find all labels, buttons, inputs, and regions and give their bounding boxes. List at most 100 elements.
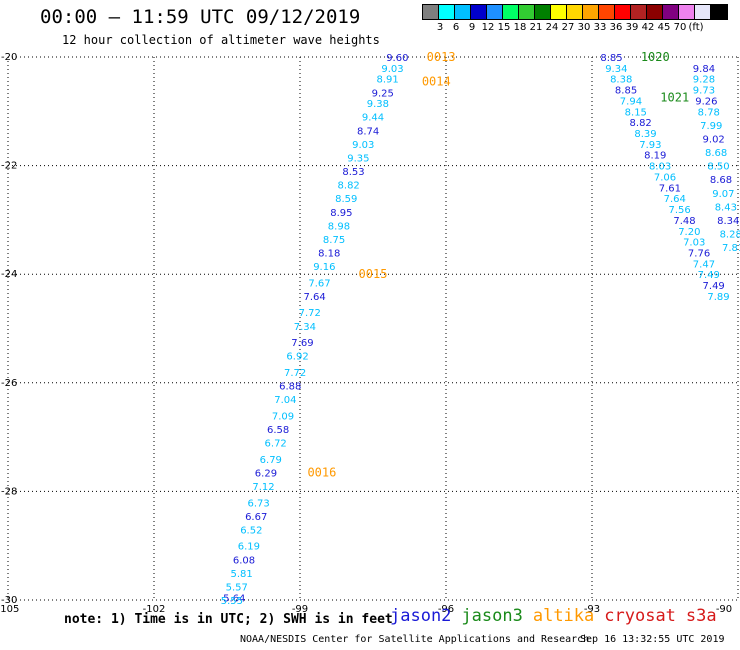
colorbar-swatch — [519, 5, 535, 19]
data-point-label: 9.35 — [347, 153, 369, 164]
colorbar-swatch — [471, 5, 487, 19]
data-point-label: 5.57 — [226, 582, 248, 593]
y-tick-label: -22 — [1, 161, 17, 172]
colorbar-swatch — [503, 5, 519, 19]
time-label: 0015 — [359, 267, 388, 281]
colorbar-swatch — [487, 5, 503, 19]
data-point-label: 5.55 — [221, 596, 243, 607]
data-point-label: 8.03 — [649, 162, 671, 173]
x-tick-label: -90 — [716, 604, 732, 615]
data-point-label: 7.06 — [654, 172, 676, 183]
data-point-label: 9.84 — [693, 64, 715, 75]
data-point-label: 6.79 — [260, 455, 282, 466]
data-point-label: 9.38 — [367, 99, 389, 110]
data-point-label: 8.95 — [330, 208, 352, 219]
data-point-label: 7.67 — [308, 278, 330, 289]
data-point-label: 8.53 — [342, 167, 364, 178]
data-point-label: 9.25 — [372, 88, 394, 99]
legend: jason2 jason3 altika cryosat s3a — [390, 606, 727, 626]
data-point-label: 9.28 — [693, 75, 715, 86]
colorbar-swatch — [423, 5, 439, 19]
data-point-label: 9.03 — [381, 64, 403, 75]
colorbar-swatch — [583, 5, 599, 19]
data-point-label: 7.61 — [659, 183, 681, 194]
data-point-label: 8.38 — [610, 75, 632, 86]
colorbar-swatch — [599, 5, 615, 19]
data-point-label: 6.67 — [245, 512, 267, 523]
y-tick-label: -24 — [1, 269, 17, 280]
data-point-label: 8.85 — [615, 86, 637, 97]
page-title: 00:00 – 11:59 UTC 09/12/2019 — [40, 6, 361, 28]
data-point-label: 7.64 — [664, 194, 686, 205]
data-point-label: 7.94 — [620, 96, 642, 107]
x-tick-label: -105 — [0, 604, 19, 615]
data-point-label: 8.39 — [634, 129, 656, 140]
data-point-label: 9.07 — [712, 189, 734, 200]
colorbar-swatch — [567, 5, 583, 19]
colorbar-label: 18 — [513, 22, 527, 33]
colorbar-swatch — [711, 5, 727, 19]
y-tick-label: -20 — [1, 52, 17, 63]
x-tick-label: -99 — [292, 604, 308, 615]
colorbar-label: 3 — [436, 22, 444, 33]
data-point-label: 8.28 — [720, 229, 740, 240]
colorbar-label: 15 — [497, 22, 511, 33]
data-point-label: 8.91 — [376, 75, 398, 86]
data-point-label: 5.81 — [230, 569, 252, 580]
data-point-label: 8.82 — [630, 118, 652, 129]
data-point-label: 8.78 — [698, 107, 720, 118]
legend-item: jason3 — [461, 606, 523, 626]
colorbar-swatches — [422, 4, 728, 20]
colorbar-label: 45 — [657, 22, 671, 33]
data-point-label: 7.72 — [299, 308, 321, 319]
colorbar-label: 36 — [609, 22, 623, 33]
data-point-label: 8.85 — [600, 53, 622, 64]
data-point-label: 7.04 — [274, 395, 296, 406]
colorbar-label: 70 — [673, 22, 687, 33]
data-point-label: 8.19 — [644, 151, 666, 162]
colorbar-label: 21 — [529, 22, 543, 33]
colorbar: 3 6 9 12 15 18 21 24 27 30 33 36 39 42 45 70 (ft) — [422, 4, 728, 34]
data-point-label: 6.52 — [240, 525, 262, 536]
footer-credit: NOAA/NESDIS Center for Satellite Applica… — [240, 634, 590, 645]
legend-item: cryosat — [604, 606, 676, 626]
data-point-label: 8.68 — [705, 148, 727, 159]
data-point-label: 8.75 — [323, 235, 345, 246]
colorbar-label: 27 — [561, 22, 575, 33]
data-point-label: 8.50 — [707, 162, 729, 173]
data-point-label: 7.99 — [700, 121, 722, 132]
data-point-label: 7.09 — [272, 411, 294, 422]
legend-item: jason2 — [390, 606, 452, 626]
y-tick-label: -28 — [1, 486, 17, 497]
data-point-label: 7.93 — [639, 140, 661, 151]
colorbar-swatch — [695, 5, 711, 19]
time-label: 1021 — [660, 91, 689, 105]
colorbar-swatch — [663, 5, 679, 19]
data-point-label: 8.98 — [328, 221, 350, 232]
data-point-label: 6.88 — [279, 382, 301, 393]
colorbar-labels: 3 6 9 12 15 18 21 24 27 30 33 36 39 42 45 70 (ft) — [422, 20, 728, 34]
data-point-label: 9.26 — [695, 96, 717, 107]
colorbar-swatch — [439, 5, 455, 19]
data-point-label: 6.19 — [238, 542, 260, 553]
data-point-label: 8.59 — [335, 194, 357, 205]
colorbar-label: (ft) — [688, 22, 704, 33]
data-point-label: 9.34 — [605, 64, 627, 75]
data-point-label: 7.49 — [703, 281, 725, 292]
colorbar-label: 24 — [545, 22, 559, 33]
data-point-label: 8.82 — [338, 181, 360, 192]
time-label: 1020 — [641, 50, 670, 64]
colorbar-label: 42 — [641, 22, 655, 33]
page-subtitle: 12 hour collection of altimeter wave hei… — [62, 33, 380, 47]
data-point-label: 8.43 — [715, 202, 737, 213]
colorbar-swatch — [679, 5, 695, 19]
data-point-label: 7.69 — [291, 338, 313, 349]
time-label: 0016 — [307, 465, 336, 479]
colorbar-swatch — [647, 5, 663, 19]
y-tick-label: -30 — [1, 595, 17, 606]
colorbar-swatch — [615, 5, 631, 19]
footer-timestamp: Sep 16 13:32:55 UTC 2019 — [580, 634, 725, 645]
x-tick-label: -93 — [584, 604, 600, 615]
data-point-label: 7.03 — [683, 238, 705, 249]
data-point-label: 7.72 — [284, 368, 306, 379]
